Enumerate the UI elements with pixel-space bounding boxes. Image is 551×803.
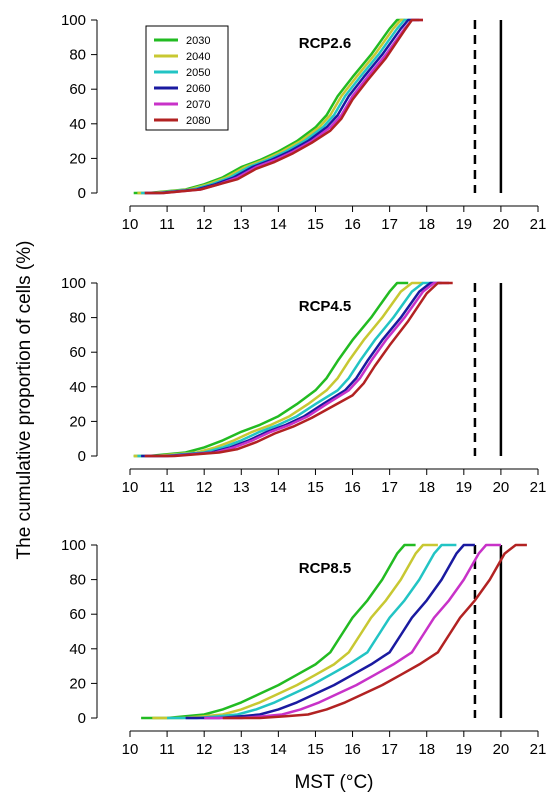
series-line-2080 (222, 543, 527, 720)
x-tick-label: 15 (307, 216, 324, 233)
y-tick-label: 100 (61, 275, 86, 292)
panel-title: RCP8.5 (299, 560, 352, 577)
x-tick-label: 10 (122, 479, 139, 496)
x-tick-label: 18 (418, 741, 435, 758)
series-line-2080 (144, 18, 423, 195)
series-line-2060 (185, 543, 475, 720)
y-tick-label: 40 (69, 641, 86, 658)
x-tick-label: 21 (530, 479, 547, 496)
panel-3: 0 20 40 60 80 100 10 11 12 13 14 15 16 17 18 19 20 21 RCP8… (61, 537, 546, 758)
x-tick-label: 13 (233, 741, 250, 758)
x-tick-label: 10 (122, 741, 139, 758)
y-tick-label: 80 (69, 572, 86, 589)
series-line-2040 (152, 543, 438, 720)
x-tick-label: 13 (233, 216, 250, 233)
x-tick-label: 14 (270, 741, 287, 758)
y-tick-label: 0 (78, 448, 86, 465)
x-tick-label: 17 (381, 216, 398, 233)
panel-2: 0 20 40 60 80 100 10 11 12 13 14 15 16 17 18 19 20 21 RCP4… (61, 275, 546, 496)
y-tick-label: 100 (61, 537, 86, 554)
x-tick-label: 17 (381, 741, 398, 758)
x-tick-label: 13 (233, 479, 250, 496)
legend-label: 2070 (186, 99, 210, 111)
x-tick-label: 11 (159, 741, 175, 758)
x-tick-label: 17 (381, 479, 398, 496)
x-tick-label: 18 (418, 216, 435, 233)
legend-label: 2080 (186, 115, 210, 127)
y-tick-label: 40 (69, 379, 86, 396)
y-tick-label: 80 (69, 47, 86, 64)
legend-box (145, 25, 229, 131)
x-tick-label: 16 (344, 479, 361, 496)
y-tick-label: 20 (69, 413, 86, 430)
series-line-2050 (167, 543, 457, 720)
series-line-2030 (141, 543, 416, 720)
y-tick-label: 40 (69, 116, 86, 133)
y-axis-title: The cumulative proportion of cells (%) (14, 241, 35, 560)
x-tick-label: 14 (270, 479, 287, 496)
panel-title: RCP4.5 (299, 298, 352, 315)
series-line-2080 (144, 281, 453, 458)
x-tick-label: 15 (307, 479, 324, 496)
x-tick-label: 19 (455, 479, 472, 496)
y-tick-label: 100 (61, 12, 86, 29)
x-tick-label: 12 (196, 216, 213, 233)
y-tick-label: 20 (69, 675, 86, 692)
legend-label: 2060 (186, 83, 210, 95)
y-tick-label: 60 (69, 344, 86, 361)
x-tick-label: 21 (530, 216, 547, 233)
y-tick-label: 80 (69, 310, 86, 327)
x-tick-label: 20 (493, 741, 510, 758)
legend-label: 2050 (186, 67, 210, 79)
x-tick-label: 16 (344, 741, 361, 758)
series-line-2060 (141, 281, 442, 458)
x-tick-label: 11 (159, 479, 175, 496)
series-line-2070 (144, 281, 449, 458)
panel-title: RCP2.6 (299, 35, 352, 52)
x-tick-label: 10 (122, 216, 139, 233)
y-tick-label: 0 (78, 185, 86, 202)
x-tick-label: 12 (196, 479, 213, 496)
x-tick-label: 19 (455, 741, 472, 758)
series-line-2070 (204, 543, 501, 720)
x-tick-label: 16 (344, 216, 361, 233)
x-tick-label: 12 (196, 741, 213, 758)
x-tick-label: 15 (307, 741, 324, 758)
x-tick-label: 11 (159, 216, 175, 233)
legend-label: 2030 (186, 35, 210, 47)
y-tick-label: 60 (69, 81, 86, 98)
y-tick-label: 20 (69, 150, 86, 167)
y-tick-label: 60 (69, 606, 86, 623)
legend-label: 2040 (186, 51, 210, 63)
y-tick-label: 0 (78, 710, 86, 727)
x-tick-label: 19 (455, 216, 472, 233)
x-axis-title: MST (°C) (294, 772, 373, 793)
x-tick-label: 14 (270, 216, 287, 233)
x-tick-label: 20 (493, 216, 510, 233)
legend: 2030 2040 2050 2060 2070 2080 (145, 25, 229, 131)
x-tick-label: 20 (493, 479, 510, 496)
x-tick-label: 18 (418, 479, 435, 496)
x-tick-label: 21 (530, 741, 547, 758)
